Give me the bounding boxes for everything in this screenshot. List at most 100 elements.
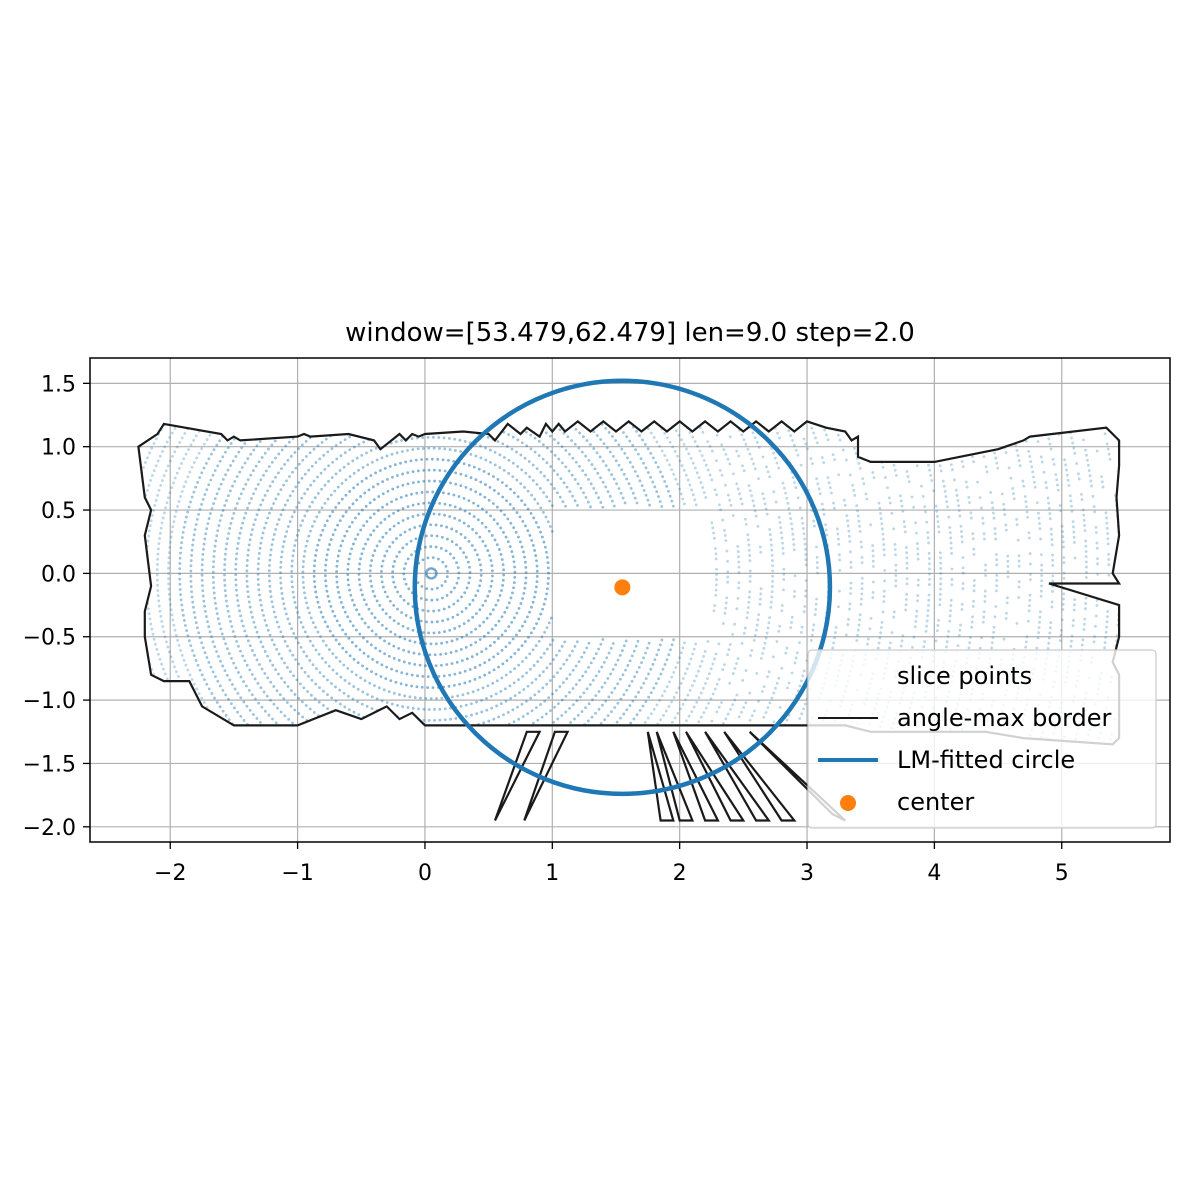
slice-point <box>1075 462 1079 465</box>
slice-point <box>468 603 472 606</box>
slice-point <box>297 662 300 666</box>
slice-point <box>448 448 452 451</box>
slice-point <box>544 597 547 601</box>
slice-point <box>799 630 803 634</box>
border-outline <box>137 419 1122 746</box>
slice-point <box>531 721 535 725</box>
slice-point <box>318 671 322 674</box>
slice-point <box>939 469 943 473</box>
slice-point <box>936 624 940 627</box>
slice-point <box>453 516 457 520</box>
slice-point <box>316 444 320 448</box>
slice-point <box>742 706 746 709</box>
slice-point <box>503 456 506 459</box>
slice-point <box>161 625 165 629</box>
slice-point <box>366 693 369 696</box>
slice-point <box>789 517 793 521</box>
slice-point <box>651 663 655 666</box>
slice-point <box>427 446 431 450</box>
slice-point <box>1051 457 1055 461</box>
slice-point <box>857 623 861 627</box>
slice-point <box>1024 640 1028 644</box>
slice-point <box>362 598 366 602</box>
slice-point <box>455 561 458 565</box>
slice-point <box>644 466 648 470</box>
slice-point <box>1061 540 1065 544</box>
slice-point <box>978 496 982 499</box>
slice-point <box>339 441 343 444</box>
slice-point <box>1071 441 1075 445</box>
slice-point <box>482 620 486 624</box>
slice-point <box>736 657 740 660</box>
slice-point <box>629 721 633 725</box>
slice-point <box>1094 614 1098 618</box>
slice-point <box>1062 556 1066 559</box>
slice-point <box>568 654 572 657</box>
slice-point <box>630 679 634 683</box>
slice-point <box>757 613 761 617</box>
slice-point <box>814 436 817 440</box>
slice-point <box>320 487 323 491</box>
slice-point <box>724 539 728 543</box>
slice-point <box>679 651 683 655</box>
slice-point <box>469 630 473 634</box>
slice-point <box>639 686 643 690</box>
slice-point <box>270 460 274 464</box>
slice-point <box>212 586 216 590</box>
slice-point <box>212 502 215 505</box>
slice-point <box>724 483 727 487</box>
slice-point <box>860 597 863 601</box>
slice-point <box>404 582 408 586</box>
slice-point <box>1073 598 1077 602</box>
slice-point <box>496 637 500 641</box>
slice-point <box>476 553 479 557</box>
slice-point <box>777 629 781 633</box>
slice-point <box>179 551 182 555</box>
slice-point <box>818 492 822 496</box>
slice-point <box>949 463 953 467</box>
slice-point <box>291 653 295 657</box>
slice-point <box>219 482 223 486</box>
slice-point <box>484 483 487 486</box>
slice-point <box>1040 568 1044 572</box>
slice-point <box>961 582 965 585</box>
slice-point <box>904 598 908 601</box>
slice-point <box>365 451 368 455</box>
slice-point <box>309 483 313 487</box>
slice-point <box>418 524 422 528</box>
slice-point <box>330 447 334 451</box>
slice-point <box>343 610 347 614</box>
slice-point <box>197 692 201 695</box>
slice-point <box>323 574 327 577</box>
slice-point <box>327 479 330 483</box>
slice-point <box>983 589 987 593</box>
slice-point <box>438 447 441 450</box>
slice-point <box>715 567 718 571</box>
slice-point <box>1100 475 1103 479</box>
slice-point <box>360 702 364 706</box>
slice-point <box>401 507 405 510</box>
slice-point <box>460 595 463 599</box>
slice-point <box>201 594 205 598</box>
slice-point <box>427 479 431 483</box>
slice-point <box>707 701 711 705</box>
slice-point <box>609 672 612 676</box>
slice-point <box>914 620 918 623</box>
slice-point <box>302 650 306 654</box>
slice-point <box>1088 474 1092 478</box>
slice-point <box>813 524 816 528</box>
slice-point <box>668 440 672 444</box>
slice-point <box>1040 574 1044 577</box>
slice-point <box>306 690 309 693</box>
slice-point <box>1108 457 1112 461</box>
slice-point <box>285 530 289 533</box>
slice-point <box>380 699 384 703</box>
slice-point <box>234 455 238 458</box>
slice-point <box>358 632 362 636</box>
slice-point <box>263 451 267 455</box>
slice-point <box>216 529 220 533</box>
slice-point <box>858 613 862 617</box>
slice-point <box>263 709 267 713</box>
slice-point <box>351 697 355 701</box>
slice-point <box>790 522 793 526</box>
